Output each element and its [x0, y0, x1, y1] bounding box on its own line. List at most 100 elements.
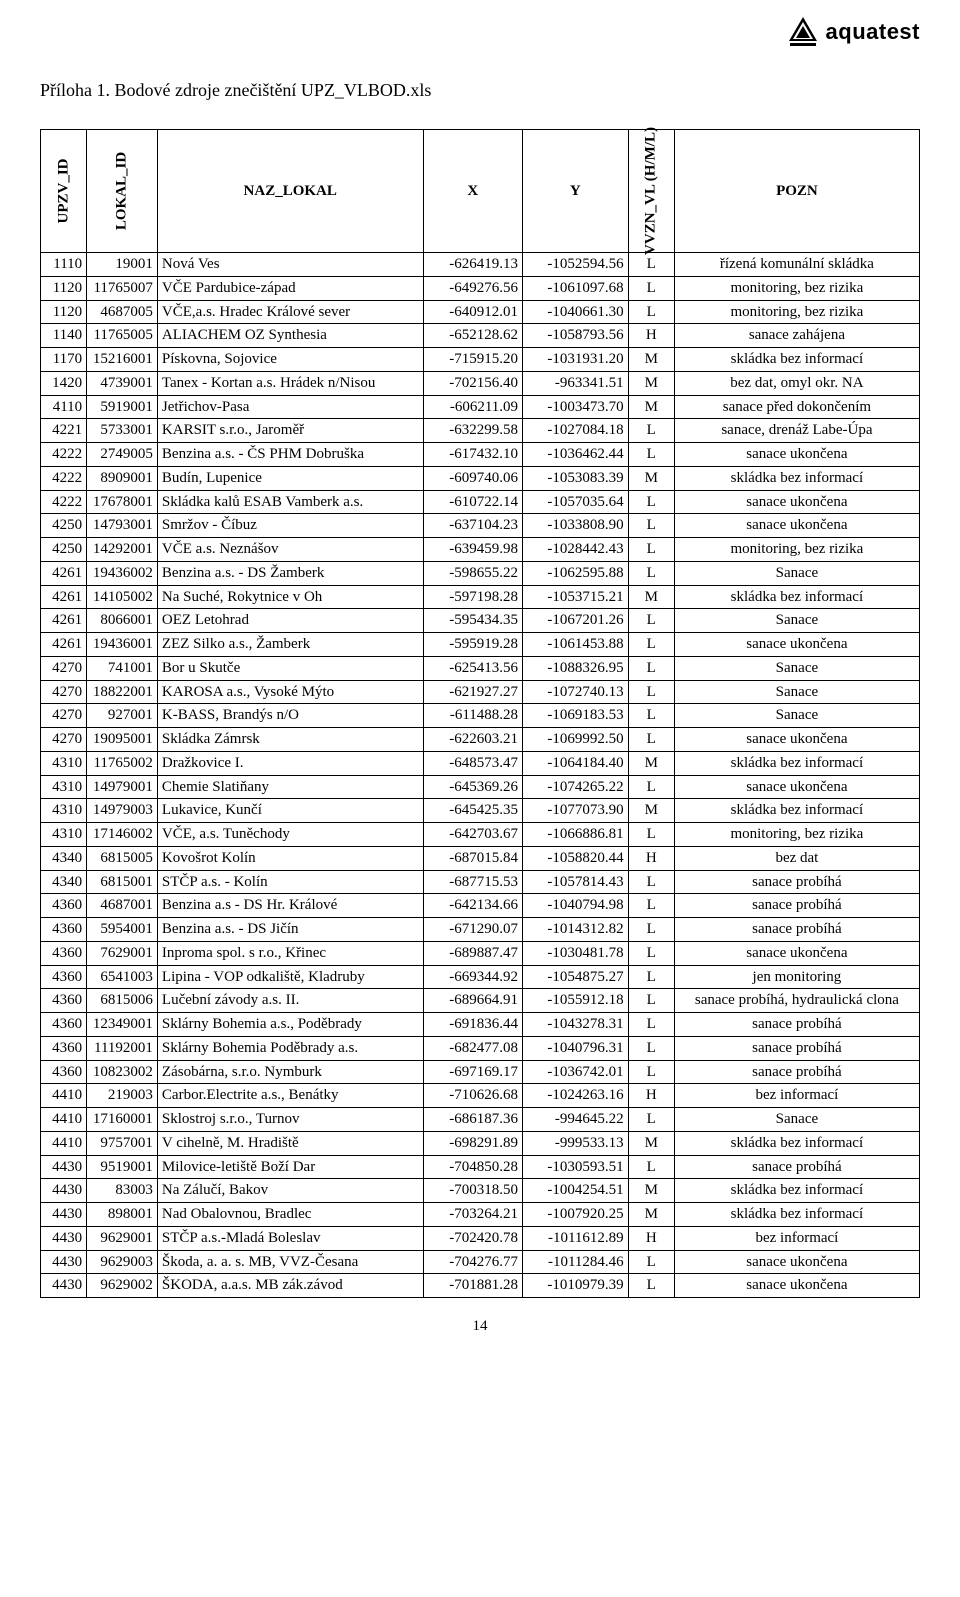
- cell: H: [628, 324, 674, 348]
- cell: M: [628, 585, 674, 609]
- cell: skládka bez informací: [674, 1179, 919, 1203]
- table-row: 426114105002Na Suché, Rokytnice v Oh-597…: [41, 585, 920, 609]
- cell: L: [628, 894, 674, 918]
- cell: 1170: [41, 348, 87, 372]
- cell: 11765002: [87, 751, 158, 775]
- cell: 15216001: [87, 348, 158, 372]
- cell: sanace ukončena: [674, 1274, 919, 1298]
- cell: 2749005: [87, 443, 158, 467]
- cell: -595434.35: [423, 609, 522, 633]
- cell: Zásobárna, s.r.o. Nymburk: [157, 1060, 423, 1084]
- cell: sanace probíhá: [674, 1036, 919, 1060]
- cell: -1054875.27: [523, 965, 629, 989]
- cell: -617432.10: [423, 443, 522, 467]
- cell: 4430: [41, 1250, 87, 1274]
- cell: L: [628, 633, 674, 657]
- cell: -642134.66: [423, 894, 522, 918]
- cell: monitoring, bez rizika: [674, 300, 919, 324]
- table-row: 426119436002Benzina a.s. - DS Žamberk-59…: [41, 561, 920, 585]
- cell: Lipina - VOP odkaliště, Kladruby: [157, 965, 423, 989]
- cell: L: [628, 918, 674, 942]
- cell: -1040794.98: [523, 894, 629, 918]
- cell: Sanace: [674, 561, 919, 585]
- cell: 14793001: [87, 514, 158, 538]
- table-row: 11204687005VČE,a.s. Hradec Králové sever…: [41, 300, 920, 324]
- cell: -652128.62: [423, 324, 522, 348]
- cell: 4270: [41, 656, 87, 680]
- cell: Budín, Lupenice: [157, 466, 423, 490]
- table-row: 431011765002Dražkovice I.-648573.47-1064…: [41, 751, 920, 775]
- cell: -1003473.70: [523, 395, 629, 419]
- cell: -1007920.25: [523, 1203, 629, 1227]
- cell: L: [628, 253, 674, 277]
- cell: V cihelně, M. Hradiště: [157, 1131, 423, 1155]
- cell: -1061453.88: [523, 633, 629, 657]
- table-row: 43607629001Inproma spol. s r.o., Křinec-…: [41, 941, 920, 965]
- cell: 9629003: [87, 1250, 158, 1274]
- table-row: 43406815005Kovošrot Kolín-687015.84-1058…: [41, 846, 920, 870]
- cell: Smržov - Číbuz: [157, 514, 423, 538]
- cell: 14979003: [87, 799, 158, 823]
- cell: jen monitoring: [674, 965, 919, 989]
- table-row: 42618066001OEZ Letohrad-595434.35-106720…: [41, 609, 920, 633]
- table-row: 42222749005Benzina a.s. - ČS PHM Dobrušk…: [41, 443, 920, 467]
- cell: sanace ukončena: [674, 443, 919, 467]
- cell: H: [628, 846, 674, 870]
- cell: Sanace: [674, 1108, 919, 1132]
- cell: -671290.07: [423, 918, 522, 942]
- table-row: 42215733001KARSIT s.r.o., Jaroměř-632299…: [41, 419, 920, 443]
- cell: Benzina a.s. - DS Žamberk: [157, 561, 423, 585]
- cell: -1011284.46: [523, 1250, 629, 1274]
- cell: skládka bez informací: [674, 799, 919, 823]
- cell: 11192001: [87, 1036, 158, 1060]
- cell: Kovošrot Kolín: [157, 846, 423, 870]
- cell: 14292001: [87, 538, 158, 562]
- cell: M: [628, 1131, 674, 1155]
- cell: L: [628, 1108, 674, 1132]
- cell: 4222: [41, 490, 87, 514]
- cell: M: [628, 1203, 674, 1227]
- cell: bez dat, omyl okr. NA: [674, 371, 919, 395]
- cell: 1420: [41, 371, 87, 395]
- table-row: 425014292001VČE a.s. Neznášov-639459.98-…: [41, 538, 920, 562]
- cell: 898001: [87, 1203, 158, 1227]
- cell: -702156.40: [423, 371, 522, 395]
- cell: 1120: [41, 276, 87, 300]
- cell: -686187.36: [423, 1108, 522, 1132]
- cell: -626419.13: [423, 253, 522, 277]
- cell: 4270: [41, 680, 87, 704]
- cell: 4250: [41, 538, 87, 562]
- cell: -640912.01: [423, 300, 522, 324]
- table-row: 427018822001KAROSA a.s., Vysoké Mýto-621…: [41, 680, 920, 704]
- cell: -1058820.44: [523, 846, 629, 870]
- cell: 4360: [41, 989, 87, 1013]
- cell: STČP a.s.-Mladá Boleslav: [157, 1226, 423, 1250]
- cell: M: [628, 1179, 674, 1203]
- cell: sanace ukončena: [674, 1250, 919, 1274]
- cell: -1055912.18: [523, 989, 629, 1013]
- cell: 4410: [41, 1108, 87, 1132]
- cell: Tanex - Kortan a.s. Hrádek n/Nisou: [157, 371, 423, 395]
- table-row: 431017146002VČE, a.s. Tuněchody-642703.6…: [41, 823, 920, 847]
- cell: 4430: [41, 1203, 87, 1227]
- cell: -698291.89: [423, 1131, 522, 1155]
- cell: -625413.56: [423, 656, 522, 680]
- cell: -622603.21: [423, 728, 522, 752]
- cell: 1110: [41, 253, 87, 277]
- cell: -1052594.56: [523, 253, 629, 277]
- cell: 19095001: [87, 728, 158, 752]
- cell: sanace před dokončením: [674, 395, 919, 419]
- cell: 6541003: [87, 965, 158, 989]
- table-row: 4410219003Carbor.Electrite a.s., Benátky…: [41, 1084, 920, 1108]
- table-row: 426119436001ZEZ Silko a.s., Žamberk-5959…: [41, 633, 920, 657]
- cell: L: [628, 538, 674, 562]
- cell: 9519001: [87, 1155, 158, 1179]
- cell: 9629002: [87, 1274, 158, 1298]
- cell: -606211.09: [423, 395, 522, 419]
- col-upzv-id: UPZV_ID: [41, 130, 87, 253]
- table-row: 4270927001K-BASS, Brandýs n/O-611488.28-…: [41, 704, 920, 728]
- cell: -687015.84: [423, 846, 522, 870]
- table-row: 431014979003Lukavice, Kunčí-645425.35-10…: [41, 799, 920, 823]
- cell: -1004254.51: [523, 1179, 629, 1203]
- cell: 5954001: [87, 918, 158, 942]
